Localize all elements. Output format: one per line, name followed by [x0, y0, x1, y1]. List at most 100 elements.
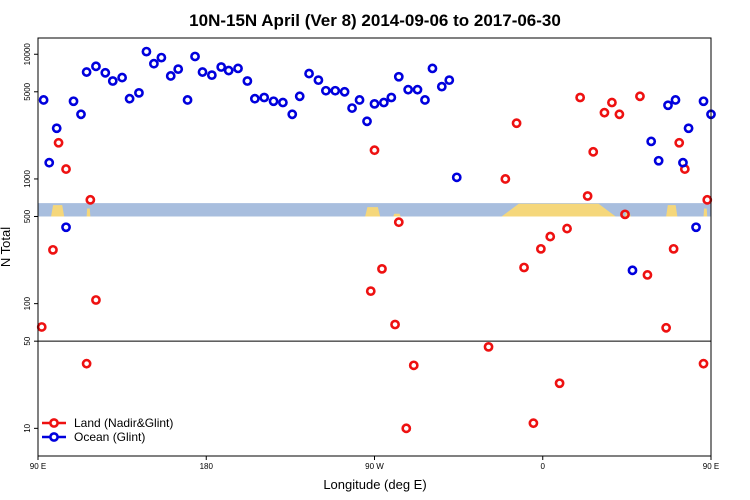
- data-point: [117, 72, 128, 83]
- data-point: [365, 286, 376, 297]
- data-point: [582, 191, 593, 201]
- data-point: [635, 91, 645, 102]
- data-point: [330, 85, 341, 96]
- data-point: [401, 423, 412, 434]
- data-point: [362, 116, 372, 127]
- data-point: [197, 67, 208, 77]
- data-point: [149, 58, 159, 69]
- land-mask-band: [38, 203, 711, 217]
- data-point: [698, 96, 709, 107]
- x-axis-label: Longitude (deg E): [323, 477, 426, 492]
- data-point: [51, 123, 62, 134]
- legend-label: Land (Nadir&Glint): [74, 416, 173, 430]
- legend: Land (Nadir&Glint)Ocean (Glint): [42, 416, 173, 444]
- data-point: [377, 263, 387, 274]
- series-1: [38, 46, 716, 276]
- data-point: [61, 164, 71, 174]
- land-segment: [703, 208, 708, 217]
- x-tick-label: 0: [541, 462, 546, 471]
- land-segment: [501, 203, 616, 217]
- x-tick-label: 90 W: [365, 462, 384, 471]
- data-point: [451, 172, 462, 183]
- data-point: [91, 61, 101, 72]
- data-point: [223, 65, 234, 76]
- data-point: [369, 145, 380, 156]
- y-tick-label: 50: [23, 336, 32, 345]
- data-point: [107, 76, 118, 86]
- data-point: [173, 64, 184, 75]
- data-point: [313, 75, 324, 86]
- x-tick-label: 90 E: [703, 462, 719, 471]
- data-point: [607, 97, 617, 108]
- data-point: [393, 71, 404, 82]
- y-tick-label: 10000: [23, 43, 32, 66]
- data-point: [339, 86, 350, 97]
- data-point: [668, 243, 679, 254]
- data-point: [678, 157, 688, 168]
- data-point: [48, 244, 58, 255]
- data-point: [614, 109, 625, 120]
- data-point: [165, 71, 176, 81]
- data-point: [242, 76, 253, 86]
- data-point: [124, 93, 135, 104]
- data-point: [156, 52, 167, 63]
- x-tick-label: 90 E: [30, 462, 46, 471]
- y-tick-label: 100: [23, 296, 32, 310]
- data-point: [698, 358, 709, 369]
- y-tick-label: 10: [23, 423, 32, 432]
- legend-marker: [49, 418, 59, 428]
- data-point: [354, 95, 365, 105]
- data-point: [182, 95, 193, 105]
- series-0: [36, 91, 713, 434]
- land-segment: [365, 207, 381, 217]
- data-point: [378, 97, 389, 108]
- data-point: [294, 91, 305, 102]
- data-point: [304, 68, 314, 79]
- x-tick-label: 180: [200, 462, 214, 471]
- data-point: [500, 174, 511, 184]
- data-point: [670, 95, 681, 105]
- data-point: [420, 95, 430, 105]
- y-axis-label: N Total: [0, 227, 13, 267]
- x-axis-ticks: 90 E 180 90 W 0 90 E: [30, 456, 719, 471]
- data-point: [554, 378, 565, 389]
- data-point: [249, 93, 260, 104]
- data-point: [76, 109, 86, 120]
- data-point: [642, 270, 653, 280]
- data-point: [386, 92, 397, 103]
- data-point: [38, 95, 49, 105]
- data-point: [53, 137, 64, 148]
- data-point: [233, 63, 243, 74]
- data-point: [61, 222, 71, 233]
- data-point: [575, 92, 586, 103]
- data-point: [190, 51, 200, 62]
- data-point: [393, 217, 404, 228]
- data-point: [259, 92, 270, 103]
- data-point: [81, 358, 92, 369]
- data-point: [483, 341, 494, 352]
- data-point: [390, 319, 400, 330]
- data-point: [206, 70, 217, 81]
- data-point: [519, 262, 529, 273]
- legend-label: Ocean (Glint): [74, 430, 145, 444]
- y-axis-ticks: 10 50 100 500 1000 5000 10000: [23, 43, 38, 433]
- data-point: [620, 209, 630, 220]
- data-point: [412, 84, 423, 95]
- data-point: [444, 75, 455, 86]
- data-points: [36, 46, 716, 434]
- data-point: [599, 107, 610, 118]
- data-point: [562, 223, 572, 234]
- data-point: [683, 123, 694, 134]
- land-segment: [51, 205, 65, 217]
- data-point: [91, 295, 101, 305]
- data-point: [627, 265, 638, 276]
- land-segment: [666, 205, 678, 217]
- data-point: [403, 84, 414, 95]
- legend-item: Land (Nadir&Glint): [42, 416, 173, 430]
- legend-item: Ocean (Glint): [42, 430, 145, 444]
- data-point: [141, 46, 152, 57]
- data-point: [277, 97, 288, 108]
- data-point: [691, 222, 701, 233]
- data-point: [427, 63, 438, 74]
